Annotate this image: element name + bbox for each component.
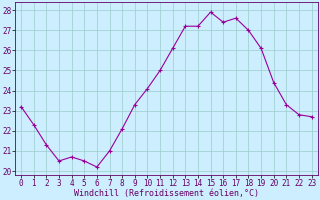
X-axis label: Windchill (Refroidissement éolien,°C): Windchill (Refroidissement éolien,°C) [74, 189, 259, 198]
